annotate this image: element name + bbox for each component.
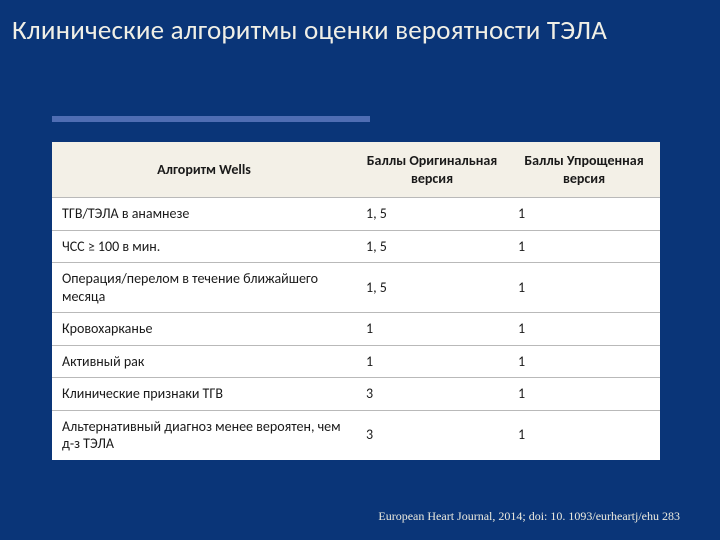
cell-simp: 1 bbox=[508, 345, 660, 378]
cell-simp: 1 bbox=[508, 378, 660, 411]
wells-table: Алгоритм Wells Баллы Оригинальная версия… bbox=[52, 142, 660, 460]
table-row: ЧСС ≥ 100 в мин. 1, 5 1 bbox=[52, 230, 660, 263]
table-row: Активный рак 1 1 bbox=[52, 345, 660, 378]
col-header-simplified: Баллы Упрощенная версия bbox=[508, 142, 660, 198]
cell-simp: 1 bbox=[508, 410, 660, 460]
cell-orig: 3 bbox=[356, 410, 508, 460]
slide-title: Клинические алгоритмы оценки вероятности… bbox=[12, 14, 708, 47]
cell-simp: 1 bbox=[508, 230, 660, 263]
accent-bar bbox=[52, 116, 370, 122]
cell-orig: 1, 5 bbox=[356, 198, 508, 231]
wells-table-wrapper: Алгоритм Wells Баллы Оригинальная версия… bbox=[52, 142, 660, 460]
col-header-original: Баллы Оригинальная версия bbox=[356, 142, 508, 198]
table-row: Альтернативный диагноз менее вероятен, ч… bbox=[52, 410, 660, 460]
cell-orig: 1 bbox=[356, 313, 508, 346]
cell-simp: 1 bbox=[508, 313, 660, 346]
cell-criterion: ЧСС ≥ 100 в мин. bbox=[52, 230, 356, 263]
cell-simp: 1 bbox=[508, 263, 660, 313]
table-header-row: Алгоритм Wells Баллы Оригинальная версия… bbox=[52, 142, 660, 198]
cell-criterion: Клинические признаки ТГВ bbox=[52, 378, 356, 411]
col-header-algorithm: Алгоритм Wells bbox=[52, 142, 356, 198]
cell-orig: 1, 5 bbox=[356, 230, 508, 263]
cell-criterion: ТГВ/ТЭЛА в анамнезе bbox=[52, 198, 356, 231]
cell-criterion: Операция/перелом в течение ближайшего ме… bbox=[52, 263, 356, 313]
cell-criterion: Кровохарканье bbox=[52, 313, 356, 346]
table-row: Операция/перелом в течение ближайшего ме… bbox=[52, 263, 660, 313]
citation-text: European Heart Journal, 2014; doi: 10. 1… bbox=[378, 509, 680, 524]
table-row: Клинические признаки ТГВ 3 1 bbox=[52, 378, 660, 411]
cell-criterion: Альтернативный диагноз менее вероятен, ч… bbox=[52, 410, 356, 460]
cell-simp: 1 bbox=[508, 198, 660, 231]
table-row: Кровохарканье 1 1 bbox=[52, 313, 660, 346]
cell-orig: 1, 5 bbox=[356, 263, 508, 313]
table-row: ТГВ/ТЭЛА в анамнезе 1, 5 1 bbox=[52, 198, 660, 231]
cell-orig: 3 bbox=[356, 378, 508, 411]
cell-criterion: Активный рак bbox=[52, 345, 356, 378]
cell-orig: 1 bbox=[356, 345, 508, 378]
